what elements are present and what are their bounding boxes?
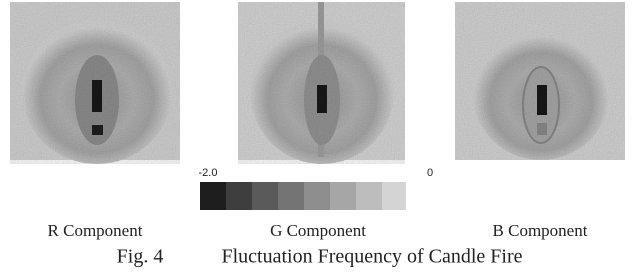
- figure: -2.0 0 R Component G Component B Compone…: [0, 0, 636, 272]
- panel-b: [455, 2, 625, 160]
- panel-label: R Component: [48, 221, 143, 240]
- colorbar-min-label: -2.0: [199, 167, 218, 179]
- panel-g: [238, 2, 405, 164]
- page: -2.0 0 R Component G Component B Compone…: [0, 0, 636, 272]
- panel-images: [10, 2, 625, 164]
- panel-label: B Component: [493, 221, 588, 240]
- colorbar: [200, 182, 406, 210]
- caption-figure: Fig. 4: [117, 246, 164, 268]
- panel-label: G Component: [270, 221, 366, 240]
- panel-r: [10, 2, 180, 164]
- colorbar-max-label: 0: [427, 167, 433, 179]
- caption-title: Fluctuation Frequency of Candle Fire: [221, 246, 522, 268]
